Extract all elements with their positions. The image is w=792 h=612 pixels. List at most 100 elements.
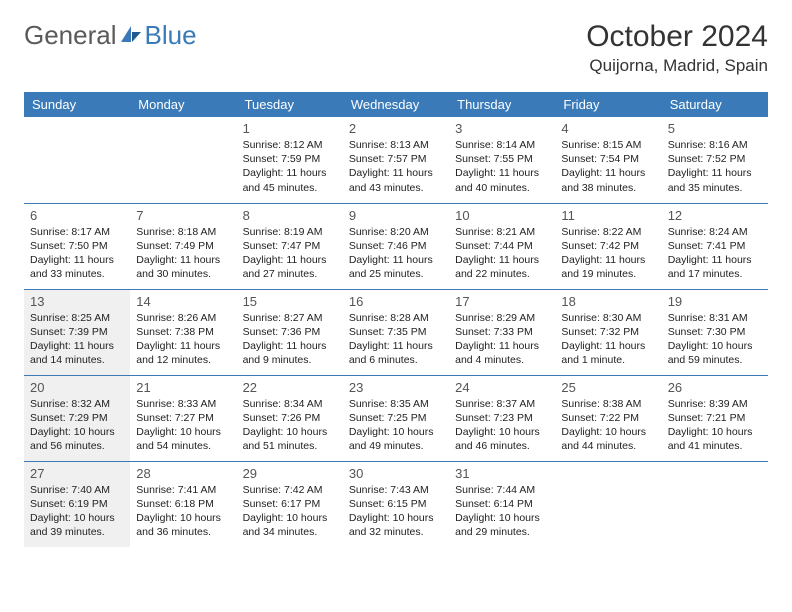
day-info: Sunrise: 8:12 AMSunset: 7:59 PMDaylight:… [243,138,337,195]
calendar-cell: 18 Sunrise: 8:30 AMSunset: 7:32 PMDayligh… [555,289,661,375]
day-info: Sunrise: 8:13 AMSunset: 7:57 PMDaylight:… [349,138,443,195]
day-number: 10 [455,208,549,223]
day-number: 9 [349,208,443,223]
calendar-cell [130,117,236,203]
day-info: Sunrise: 7:40 AMSunset: 6:19 PMDaylight:… [30,483,124,540]
day-number: 22 [243,380,337,395]
day-info: Sunrise: 8:20 AMSunset: 7:46 PMDaylight:… [349,225,443,282]
title-block: October 2024 Quijorna, Madrid, Spain [586,20,768,76]
calendar-cell: 28 Sunrise: 7:41 AMSunset: 6:18 PMDayligh… [130,461,236,547]
day-info: Sunrise: 8:30 AMSunset: 7:32 PMDaylight:… [561,311,655,368]
calendar-cell: 27Sunrise: 7:40 AMSunset: 6:19 PMDayligh… [24,461,130,547]
month-title: October 2024 [586,20,768,54]
day-info: Sunrise: 8:22 AMSunset: 7:42 PMDaylight:… [561,225,655,282]
day-info: Sunrise: 8:17 AMSunset: 7:50 PMDaylight:… [30,225,124,282]
day-header: Monday [130,92,236,117]
day-info: Sunrise: 8:39 AMSunset: 7:21 PMDaylight:… [668,397,762,454]
day-number: 3 [455,121,549,136]
day-info: Sunrise: 7:43 AMSunset: 6:15 PMDaylight:… [349,483,443,540]
calendar-week: 6Sunrise: 8:17 AMSunset: 7:50 PMDaylight… [24,203,768,289]
day-number: 21 [136,380,230,395]
day-number: 5 [668,121,762,136]
calendar-cell: 8 Sunrise: 8:19 AMSunset: 7:47 PMDaylight… [237,203,343,289]
day-number: 19 [668,294,762,309]
day-number: 14 [136,294,230,309]
calendar-cell: 21 Sunrise: 8:33 AMSunset: 7:27 PMDayligh… [130,375,236,461]
calendar-cell: 23Sunrise: 8:35 AMSunset: 7:25 PMDayligh… [343,375,449,461]
calendar-cell: 24 Sunrise: 8:37 AMSunset: 7:23 PMDayligh… [449,375,555,461]
day-header: Sunday [24,92,130,117]
day-number: 20 [30,380,124,395]
day-number: 12 [668,208,762,223]
calendar-cell: 14Sunrise: 8:26 AMSunset: 7:38 PMDayligh… [130,289,236,375]
day-number: 11 [561,208,655,223]
day-number: 7 [136,208,230,223]
day-info: Sunrise: 7:42 AMSunset: 6:17 PMDaylight:… [243,483,337,540]
calendar-week: 1 Sunrise: 8:12 AMSunset: 7:59 PMDaylight… [24,117,768,203]
calendar-cell: 30 Sunrise: 7:43 AMSunset: 6:15 PMDayligh… [343,461,449,547]
calendar-cell: 10 Sunrise: 8:21 AMSunset: 7:44 PMDayligh… [449,203,555,289]
calendar-body: 1 Sunrise: 8:12 AMSunset: 7:59 PMDaylight… [24,117,768,547]
calendar-cell: 9 Sunrise: 8:20 AMSunset: 7:46 PMDaylight… [343,203,449,289]
calendar-cell: 12 Sunrise: 8:24 AMSunset: 7:41 PMDayligh… [662,203,768,289]
day-info: Sunrise: 8:28 AMSunset: 7:35 PMDaylight:… [349,311,443,368]
calendar-cell [662,461,768,547]
day-number: 2 [349,121,443,136]
day-header-row: Sunday Monday Tuesday Wednesday Thursday… [24,92,768,117]
day-info: Sunrise: 8:21 AMSunset: 7:44 PMDaylight:… [455,225,549,282]
calendar-week: 20 Sunrise: 8:32 AMSunset: 7:29 PMDayligh… [24,375,768,461]
logo-sail-icon [119,20,143,51]
day-number: 15 [243,294,337,309]
day-info: Sunrise: 7:41 AMSunset: 6:18 PMDaylight:… [136,483,230,540]
calendar-cell: 17Sunrise: 8:29 AMSunset: 7:33 PMDayligh… [449,289,555,375]
day-info: Sunrise: 8:34 AMSunset: 7:26 PMDaylight:… [243,397,337,454]
calendar-cell: 11 Sunrise: 8:22 AMSunset: 7:42 PMDayligh… [555,203,661,289]
calendar-cell: 15Sunrise: 8:27 AMSunset: 7:36 PMDayligh… [237,289,343,375]
calendar-cell: 16 Sunrise: 8:28 AMSunset: 7:35 PMDayligh… [343,289,449,375]
calendar-cell: 6Sunrise: 8:17 AMSunset: 7:50 PMDaylight… [24,203,130,289]
day-header: Tuesday [237,92,343,117]
calendar-cell: 5 Sunrise: 8:16 AMSunset: 7:52 PMDaylight… [662,117,768,203]
day-header: Wednesday [343,92,449,117]
calendar-table: Sunday Monday Tuesday Wednesday Thursday… [24,92,768,547]
day-number: 8 [243,208,337,223]
calendar-cell: 25 Sunrise: 8:38 AMSunset: 7:22 PMDayligh… [555,375,661,461]
day-number: 30 [349,466,443,481]
day-number: 28 [136,466,230,481]
day-number: 16 [349,294,443,309]
calendar-cell: 22 Sunrise: 8:34 AMSunset: 7:26 PMDayligh… [237,375,343,461]
day-info: Sunrise: 8:38 AMSunset: 7:22 PMDaylight:… [561,397,655,454]
day-info: Sunrise: 8:16 AMSunset: 7:52 PMDaylight:… [668,138,762,195]
day-number: 24 [455,380,549,395]
day-number: 31 [455,466,549,481]
day-info: Sunrise: 8:18 AMSunset: 7:49 PMDaylight:… [136,225,230,282]
day-number: 23 [349,380,443,395]
day-number: 4 [561,121,655,136]
day-info: Sunrise: 8:24 AMSunset: 7:41 PMDaylight:… [668,225,762,282]
day-number: 29 [243,466,337,481]
calendar-cell: 26 Sunrise: 8:39 AMSunset: 7:21 PMDayligh… [662,375,768,461]
day-info: Sunrise: 8:33 AMSunset: 7:27 PMDaylight:… [136,397,230,454]
day-number: 18 [561,294,655,309]
day-number: 13 [30,294,124,309]
day-number: 26 [668,380,762,395]
calendar-cell: 13Sunrise: 8:25 AMSunset: 7:39 PMDayligh… [24,289,130,375]
calendar-cell: 31Sunrise: 7:44 AMSunset: 6:14 PMDayligh… [449,461,555,547]
brand-logo: General Blue [24,20,197,51]
calendar-cell [24,117,130,203]
day-info: Sunrise: 8:37 AMSunset: 7:23 PMDaylight:… [455,397,549,454]
brand-part1: General [24,20,117,51]
day-info: Sunrise: 8:32 AMSunset: 7:29 PMDaylight:… [30,397,124,454]
day-number: 25 [561,380,655,395]
day-header: Saturday [662,92,768,117]
calendar-week: 13Sunrise: 8:25 AMSunset: 7:39 PMDayligh… [24,289,768,375]
calendar-cell: 20 Sunrise: 8:32 AMSunset: 7:29 PMDayligh… [24,375,130,461]
calendar-cell: 1 Sunrise: 8:12 AMSunset: 7:59 PMDaylight… [237,117,343,203]
location: Quijorna, Madrid, Spain [586,56,768,76]
day-info: Sunrise: 8:31 AMSunset: 7:30 PMDaylight:… [668,311,762,368]
day-number: 1 [243,121,337,136]
calendar-cell: 19 Sunrise: 8:31 AMSunset: 7:30 PMDayligh… [662,289,768,375]
day-number: 17 [455,294,549,309]
day-info: Sunrise: 8:19 AMSunset: 7:47 PMDaylight:… [243,225,337,282]
calendar-cell: 7 Sunrise: 8:18 AMSunset: 7:49 PMDaylight… [130,203,236,289]
